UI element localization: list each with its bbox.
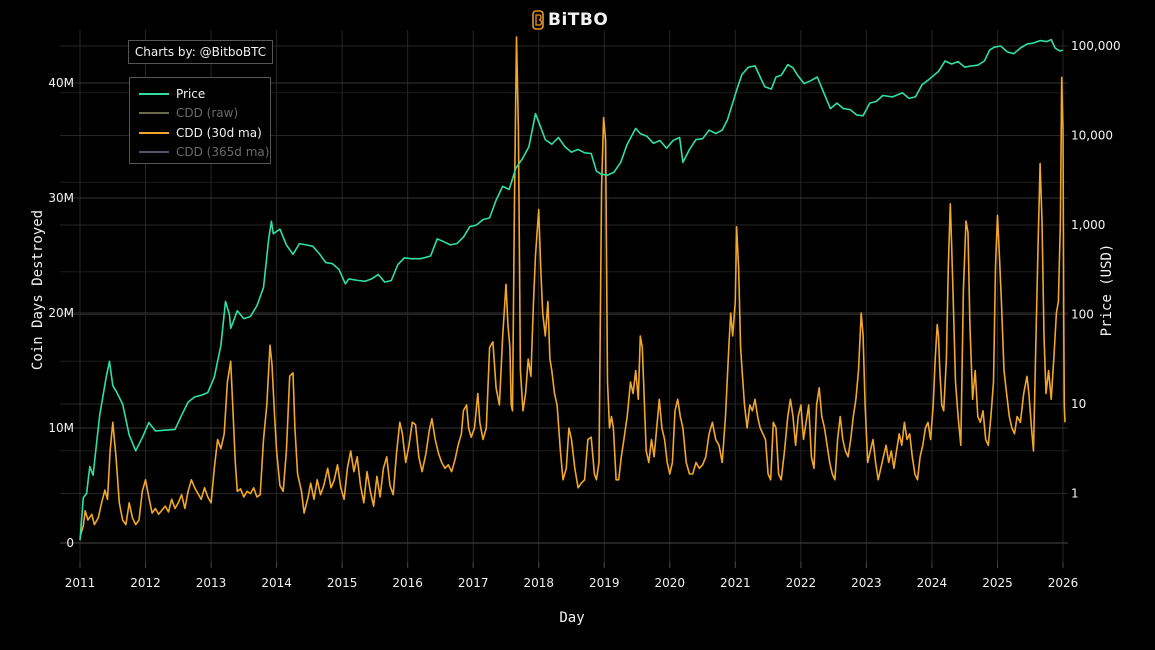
y-axis-title: Coin Days Destroyed xyxy=(30,210,46,370)
y2-axis-title: Price (USD) xyxy=(1099,244,1115,337)
y2-tick-label: 100,000 xyxy=(1071,39,1121,53)
x-axis-title: Day xyxy=(559,610,584,626)
y-tick-label: 30M xyxy=(48,191,74,205)
x-axis-ticks: 2011 2012 2013 2014 2015 2016 2017 2018 2019 2020… xyxy=(65,562,1079,590)
credit-text: Charts by: @BitboBTC xyxy=(134,45,267,59)
left-axis-ticks: 0 10M 20M 30M 40M xyxy=(48,76,74,550)
x-tick-label: 2026 xyxy=(1048,576,1079,590)
legend: Price CDD (raw) CDD (30d ma) CDD (365d m… xyxy=(129,77,271,164)
legend-swatch-cdd-30d xyxy=(139,131,169,134)
legend-item-cdd-raw[interactable]: CDD (raw) xyxy=(139,104,270,124)
brand-name: BiTBO xyxy=(548,10,609,30)
legend-swatch-price xyxy=(139,92,169,95)
legend-item-cdd-365d[interactable]: CDD (365d ma) xyxy=(139,143,270,163)
x-tick-label: 2025 xyxy=(982,576,1013,590)
y-tick-label: 10M xyxy=(48,421,74,435)
y-tick-label: 40M xyxy=(48,76,74,90)
y-tick-label: 0 xyxy=(66,536,74,550)
plot-series xyxy=(79,36,1066,541)
cdd-30d-line xyxy=(79,36,1066,538)
legend-swatch-cdd-raw xyxy=(139,112,169,115)
x-tick-label: 2019 xyxy=(589,576,620,590)
y2-tick-label: 1 xyxy=(1071,487,1079,501)
x-tick-label: 2016 xyxy=(392,576,423,590)
x-tick-label: 2011 xyxy=(65,576,96,590)
x-tick-label: 2022 xyxy=(786,576,817,590)
legend-label: CDD (365d ma) xyxy=(176,145,270,160)
y2-tick-label: 1,000 xyxy=(1071,218,1105,232)
y2-tick-label: 10,000 xyxy=(1071,129,1113,143)
x-tick-label: 2012 xyxy=(130,576,161,590)
x-tick-label: 2013 xyxy=(196,576,227,590)
credit-label: Charts by: @BitboBTC xyxy=(128,40,273,64)
x-tick-label: 2024 xyxy=(917,576,948,590)
legend-label: CDD (30d ma) xyxy=(176,125,262,140)
x-tick-label: 2020 xyxy=(655,576,686,590)
legend-label: Price xyxy=(176,86,206,101)
legend-item-cdd-30d[interactable]: CDD (30d ma) xyxy=(139,123,270,143)
y-tick-label: 20M xyxy=(48,306,74,320)
x-tick-label: 2021 xyxy=(720,576,751,590)
legend-label: CDD (raw) xyxy=(176,106,239,121)
x-tick-label: 2017 xyxy=(458,576,489,590)
x-tick-label: 2023 xyxy=(851,576,882,590)
right-axis-ticks: 1 10 100 1,000 10,000 100,000 xyxy=(1071,39,1121,501)
legend-swatch-cdd-365d xyxy=(139,151,169,154)
bitbo-b-icon xyxy=(532,10,544,30)
bitbo-logo: BiTBO xyxy=(532,9,608,31)
y2-tick-label: 100 xyxy=(1071,308,1094,322)
x-tick-label: 2015 xyxy=(327,576,358,590)
x-tick-label: 2014 xyxy=(261,576,292,590)
grid-lines xyxy=(60,30,1068,568)
x-tick-label: 2018 xyxy=(523,576,554,590)
legend-item-price[interactable]: Price xyxy=(139,84,270,104)
price-line xyxy=(79,38,1064,541)
y2-tick-label: 10 xyxy=(1071,397,1086,411)
